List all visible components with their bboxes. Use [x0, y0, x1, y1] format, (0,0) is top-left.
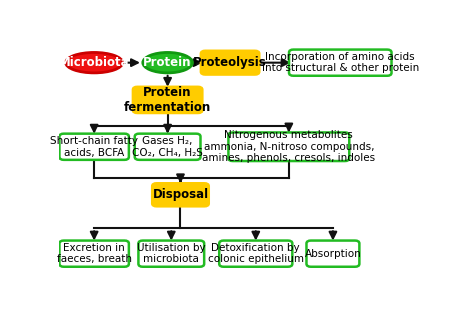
Text: Nitrogenous metabolites
ammonia, N-nitroso compounds,
amines, phenols, cresols, : Nitrogenous metabolites ammonia, N-nitro…: [202, 130, 375, 163]
FancyBboxPatch shape: [59, 241, 129, 267]
FancyBboxPatch shape: [152, 183, 209, 206]
Text: Excretion in
faeces, breath: Excretion in faeces, breath: [57, 243, 132, 265]
FancyBboxPatch shape: [307, 241, 359, 267]
Ellipse shape: [143, 52, 192, 73]
FancyBboxPatch shape: [219, 241, 292, 267]
FancyBboxPatch shape: [59, 134, 129, 160]
Text: Disposal: Disposal: [153, 188, 209, 201]
FancyBboxPatch shape: [135, 134, 201, 160]
Text: Utilisation by
microbiota: Utilisation by microbiota: [137, 243, 206, 265]
FancyBboxPatch shape: [228, 133, 349, 161]
Text: Short-chain fatty
acids, BCFA: Short-chain fatty acids, BCFA: [50, 136, 138, 158]
FancyBboxPatch shape: [133, 87, 202, 113]
Text: Microbiota: Microbiota: [59, 56, 129, 69]
Text: Protein
fermentation: Protein fermentation: [124, 86, 211, 114]
FancyBboxPatch shape: [289, 50, 392, 76]
Text: Proteolysis: Proteolysis: [193, 56, 267, 69]
Text: Incorporation of amino acids
into structural & other protein: Incorporation of amino acids into struct…: [262, 52, 419, 73]
Text: Absorption: Absorption: [305, 249, 361, 259]
FancyBboxPatch shape: [138, 241, 204, 267]
Text: Protein: Protein: [143, 56, 192, 69]
Text: Gases H₂,
CO₂, CH₄, H₂S: Gases H₂, CO₂, CH₄, H₂S: [132, 136, 203, 158]
Ellipse shape: [66, 52, 123, 73]
Text: Detoxification by
colonic epithelium: Detoxification by colonic epithelium: [208, 243, 304, 265]
FancyBboxPatch shape: [201, 51, 259, 75]
